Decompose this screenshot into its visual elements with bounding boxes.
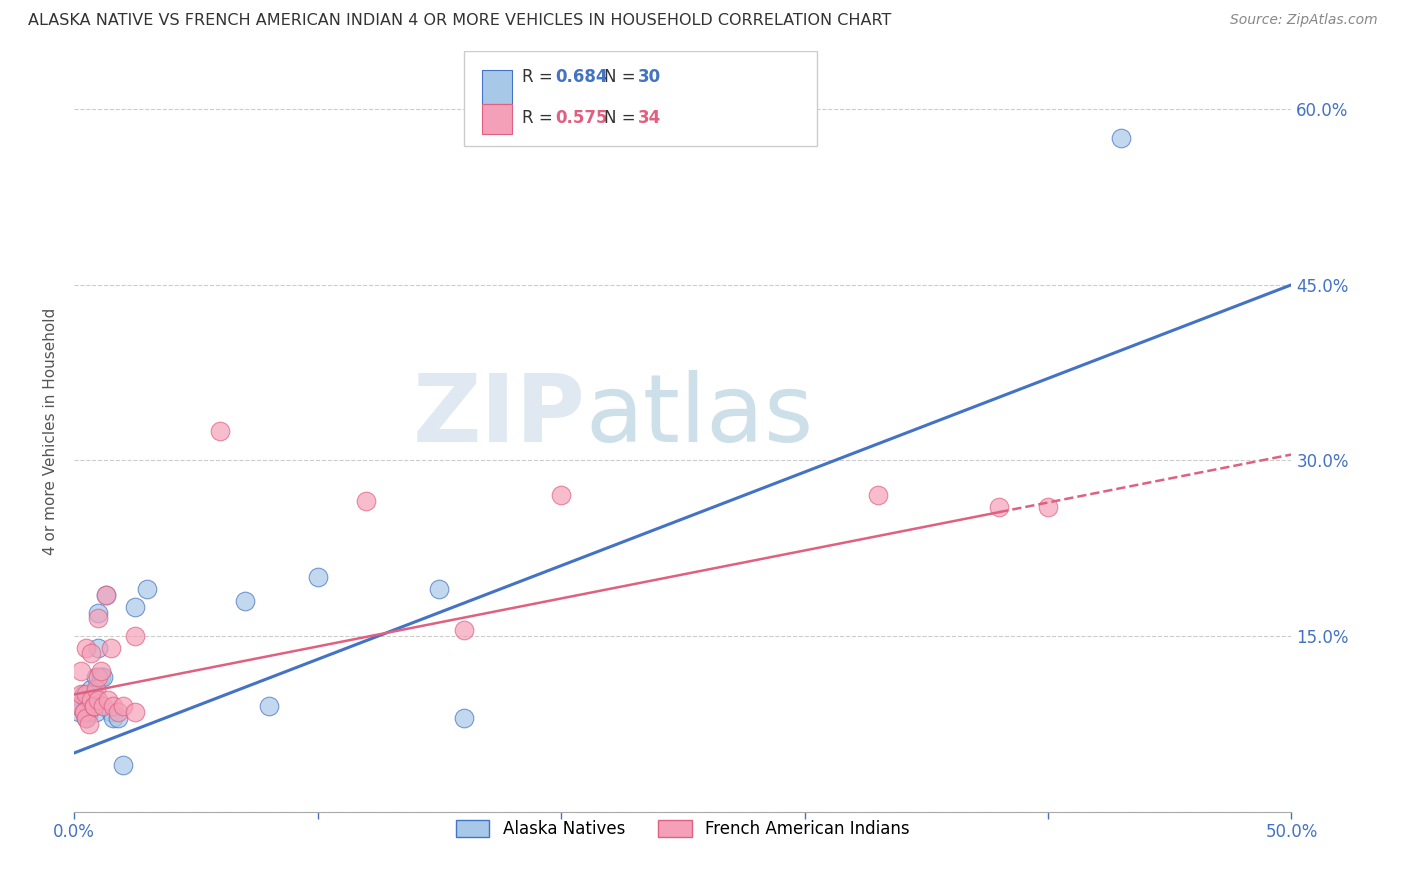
- Point: [84, 670, 107, 684]
- Point: [87, 670, 110, 684]
- Point: [83, 688, 105, 702]
- Point: [84, 681, 107, 696]
- Point: [75, 693, 97, 707]
- Point: [67, 705, 90, 719]
- Legend: Alaska Natives, French American Indians: Alaska Natives, French American Indians: [450, 814, 917, 845]
- Point: [550, 488, 572, 502]
- Text: 0.575: 0.575: [555, 109, 607, 127]
- Text: R =: R =: [522, 109, 558, 127]
- Point: [453, 623, 475, 637]
- Point: [75, 688, 97, 702]
- Point: [100, 640, 122, 655]
- Point: [257, 699, 280, 714]
- Point: [97, 693, 120, 707]
- Point: [111, 699, 134, 714]
- Point: [73, 688, 96, 702]
- Point: [209, 424, 232, 438]
- Point: [101, 711, 124, 725]
- FancyBboxPatch shape: [464, 51, 817, 145]
- Point: [233, 594, 256, 608]
- Point: [136, 582, 159, 596]
- Text: N =: N =: [603, 109, 641, 127]
- FancyBboxPatch shape: [482, 70, 512, 104]
- Text: 34: 34: [638, 109, 661, 127]
- Text: ALASKA NATIVE VS FRENCH AMERICAN INDIAN 4 OR MORE VEHICLES IN HOUSEHOLD CORRELAT: ALASKA NATIVE VS FRENCH AMERICAN INDIAN …: [28, 13, 891, 29]
- Point: [73, 705, 96, 719]
- Point: [90, 670, 112, 684]
- Text: 30: 30: [638, 69, 661, 87]
- Point: [1109, 131, 1132, 145]
- Point: [100, 705, 122, 719]
- Point: [83, 699, 105, 714]
- Point: [124, 629, 146, 643]
- Point: [90, 664, 112, 678]
- Point: [124, 599, 146, 614]
- Point: [75, 711, 97, 725]
- Point: [84, 705, 107, 719]
- Point: [354, 494, 377, 508]
- Point: [91, 699, 114, 714]
- Point: [77, 716, 100, 731]
- Point: [77, 705, 100, 719]
- Point: [453, 711, 475, 725]
- Point: [87, 693, 110, 707]
- Point: [87, 611, 110, 625]
- Point: [988, 500, 1011, 515]
- Text: atlas: atlas: [585, 370, 814, 462]
- Point: [307, 570, 329, 584]
- Point: [107, 705, 129, 719]
- Point: [1036, 500, 1059, 515]
- Point: [83, 699, 105, 714]
- Point: [94, 588, 117, 602]
- Point: [67, 699, 90, 714]
- Point: [94, 588, 117, 602]
- Point: [101, 699, 124, 714]
- Point: [83, 699, 105, 714]
- Text: Source: ZipAtlas.com: Source: ZipAtlas.com: [1230, 13, 1378, 28]
- Point: [75, 711, 97, 725]
- Point: [87, 606, 110, 620]
- Point: [427, 582, 450, 596]
- Point: [70, 664, 93, 678]
- Text: 0.684: 0.684: [555, 69, 607, 87]
- Point: [73, 705, 96, 719]
- Text: ZIP: ZIP: [412, 370, 585, 462]
- Point: [80, 699, 103, 714]
- Point: [70, 699, 93, 714]
- Point: [77, 693, 100, 707]
- Point: [107, 711, 129, 725]
- Point: [91, 670, 114, 684]
- Point: [124, 705, 146, 719]
- Y-axis label: 4 or more Vehicles in Household: 4 or more Vehicles in Household: [44, 308, 58, 555]
- Point: [80, 693, 103, 707]
- Point: [80, 681, 103, 696]
- Point: [866, 488, 889, 502]
- Text: N =: N =: [603, 69, 641, 87]
- Text: R =: R =: [522, 69, 558, 87]
- Point: [75, 640, 97, 655]
- FancyBboxPatch shape: [482, 104, 512, 135]
- Point: [87, 640, 110, 655]
- Point: [111, 757, 134, 772]
- Point: [70, 688, 93, 702]
- Point: [80, 647, 103, 661]
